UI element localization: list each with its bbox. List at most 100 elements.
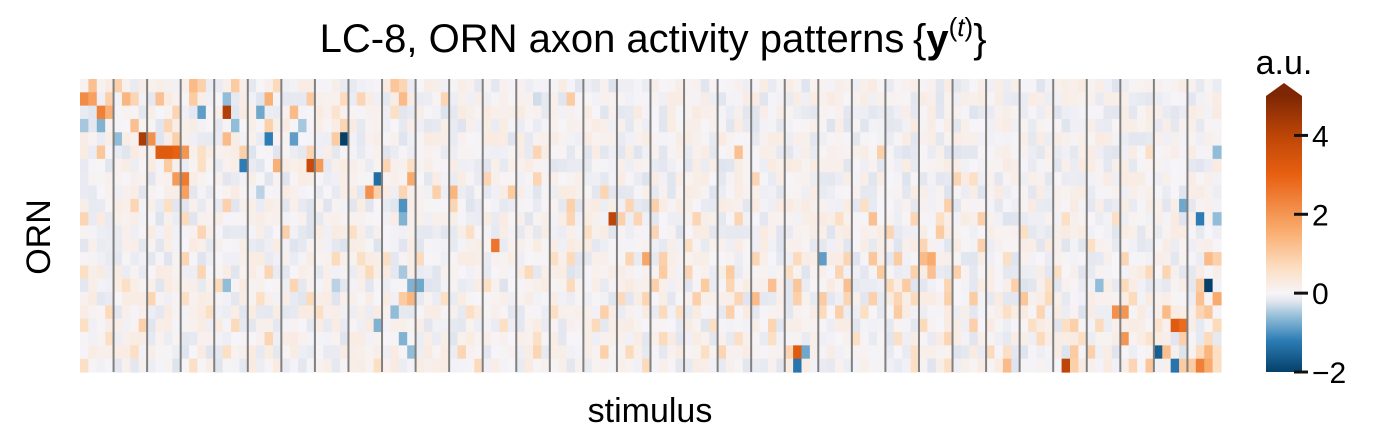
- heatmap-cell: [877, 265, 887, 280]
- heatmap-cell: [658, 92, 668, 107]
- heatmap-cell: [180, 252, 190, 267]
- heatmap-cell: [373, 105, 383, 120]
- heatmap-cell: [633, 145, 643, 160]
- heatmap-cell: [1069, 212, 1079, 227]
- heatmap-cell: [801, 158, 811, 173]
- heatmap-cell: [457, 132, 467, 147]
- heatmap-cell: [113, 292, 123, 307]
- heatmap-cell: [860, 105, 870, 120]
- heatmap-cell: [600, 198, 610, 213]
- heatmap-cell: [231, 318, 240, 333]
- heatmap-cell: [667, 238, 677, 253]
- heatmap-cell: [776, 185, 786, 200]
- heatmap-cell: [541, 252, 551, 267]
- heatmap-cell: [977, 172, 987, 187]
- heatmap-cell: [935, 345, 945, 360]
- heatmap-cell: [390, 145, 400, 160]
- heatmap-cell: [1111, 172, 1121, 187]
- heatmap-cell: [893, 252, 903, 267]
- heatmap-cell: [415, 145, 425, 160]
- heatmap-cell: [1195, 238, 1205, 253]
- heatmap-cell: [356, 212, 366, 227]
- heatmap-cell: [407, 252, 417, 267]
- heatmap-cell: [314, 145, 324, 160]
- heatmap-cell: [130, 198, 140, 213]
- heatmap-cell: [583, 105, 593, 120]
- heatmap-cell: [558, 198, 568, 213]
- heatmap-cell: [818, 105, 828, 120]
- heatmap-cell: [306, 345, 316, 360]
- heatmap-cell: [1086, 92, 1096, 107]
- heatmap-cell: [583, 118, 593, 133]
- heatmap-cell: [633, 292, 643, 307]
- heatmap-cell: [1153, 132, 1163, 147]
- heatmap-cell: [1187, 292, 1197, 307]
- heatmap-cell: [491, 158, 501, 173]
- heatmap-cell: [247, 292, 257, 307]
- heatmap-cell: [256, 265, 266, 280]
- heatmap-cell: [860, 212, 870, 227]
- heatmap-cell: [365, 278, 375, 293]
- heatmap-cell: [642, 172, 652, 187]
- heatmap-cell: [155, 118, 165, 133]
- heatmap-cell: [1036, 345, 1046, 360]
- heatmap-cell: [323, 185, 333, 200]
- heatmap-cell: [1137, 278, 1147, 293]
- heatmap-cell: [616, 172, 626, 187]
- heatmap-cell: [272, 212, 282, 227]
- heatmap-cell: [272, 225, 282, 240]
- heatmap-cell: [1002, 278, 1012, 293]
- heatmap-cell: [1128, 345, 1138, 360]
- heatmap-cell: [717, 172, 727, 187]
- heatmap-cell: [625, 92, 635, 107]
- heatmap-cell: [1036, 92, 1046, 107]
- heatmap-cell: [709, 172, 719, 187]
- heatmap-cell: [843, 158, 853, 173]
- heatmap-cell: [80, 198, 89, 213]
- heatmap-cell: [272, 345, 282, 360]
- heatmap-cell: [1103, 318, 1113, 333]
- heatmap-cell: [1078, 305, 1088, 320]
- heatmap-cell: [835, 132, 845, 147]
- heatmap-cell: [423, 145, 433, 160]
- heatmap-cell: [113, 145, 123, 160]
- heatmap-cell: [499, 172, 509, 187]
- heatmap-cell: [298, 252, 308, 267]
- heatmap-cell: [323, 292, 333, 307]
- heatmap-cell: [784, 252, 794, 267]
- heatmap-cell: [1153, 278, 1163, 293]
- heatmap-cell: [440, 172, 450, 187]
- heatmap-cell: [608, 158, 618, 173]
- heatmap-cell: [163, 345, 173, 360]
- heatmap-cell: [818, 79, 828, 93]
- heatmap-cell: [281, 172, 291, 187]
- heatmap-cell: [591, 172, 601, 187]
- heatmap-cell: [835, 172, 845, 187]
- heatmap-cell: [423, 252, 433, 267]
- heatmap-cell: [314, 345, 324, 360]
- heatmap-cell: [650, 292, 660, 307]
- heatmap-cell: [398, 92, 408, 107]
- heatmap-cell: [591, 79, 601, 93]
- heatmap-cell: [474, 225, 484, 240]
- heatmap-cell: [1145, 198, 1155, 213]
- heatmap-cell: [272, 305, 282, 320]
- heatmap-cell: [1053, 118, 1063, 133]
- heatmap-cell: [885, 118, 895, 133]
- heatmap-cell: [650, 92, 660, 107]
- heatmap-cell: [885, 212, 895, 227]
- heatmap-cell: [877, 278, 887, 293]
- heatmap-cell: [306, 172, 316, 187]
- heatmap-cell: [1179, 105, 1189, 120]
- heatmap-cell: [1028, 185, 1038, 200]
- heatmap-cell: [1028, 252, 1038, 267]
- heatmap-cell: [1103, 238, 1113, 253]
- heatmap-cell: [692, 278, 702, 293]
- heatmap-cell: [163, 318, 173, 333]
- heatmap-cell: [1187, 92, 1197, 107]
- heatmap-cell: [700, 79, 710, 93]
- heatmap-cell: [658, 305, 668, 320]
- heatmap-cell: [986, 132, 996, 147]
- heatmap-cell: [684, 79, 694, 93]
- heatmap-cell: [759, 265, 769, 280]
